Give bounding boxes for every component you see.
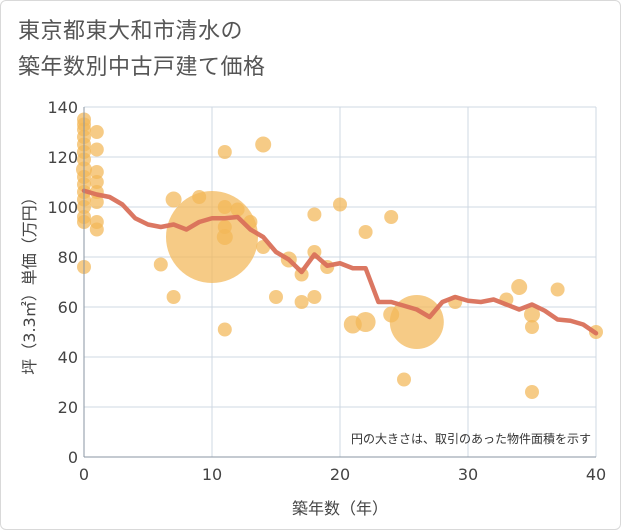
- data-bubble: [217, 200, 232, 214]
- y-tick-label: 140: [47, 98, 78, 117]
- data-bubble: [89, 125, 104, 139]
- y-tick-label: 0: [68, 448, 78, 467]
- axes: 0 20 40 60 80 100 120 140 0 10 20 30 40: [47, 98, 606, 484]
- data-bubble: [216, 229, 233, 245]
- y-tick-label: 120: [47, 148, 78, 167]
- y-axis-label: 坪（3.3㎡）単価（万円）: [20, 189, 39, 374]
- data-bubble: [389, 295, 444, 349]
- x-tick-label: 20: [330, 465, 350, 484]
- data-bubble: [166, 290, 181, 304]
- data-bubble: [165, 191, 182, 208]
- data-bubble: [255, 136, 272, 153]
- data-bubble: [333, 197, 347, 212]
- data-bubble: [89, 175, 104, 189]
- average-price-line: [81, 188, 599, 336]
- x-tick-label: 40: [586, 465, 606, 484]
- data-bubble: [294, 295, 309, 309]
- data-bubble: [269, 290, 283, 304]
- grid: [84, 106, 597, 457]
- x-tick-label: 0: [79, 465, 89, 484]
- data-bubble: [217, 145, 232, 159]
- data-bubble: [89, 142, 104, 157]
- y-tick-label: 100: [47, 198, 78, 217]
- data-bubble: [525, 320, 539, 334]
- chart-title-line-2: 築年数別中古戸建て価格: [18, 55, 266, 80]
- x-tick-label: 30: [458, 465, 478, 484]
- data-bubble: [217, 322, 232, 337]
- y-tick-label: 20: [58, 398, 78, 417]
- data-bubble: [524, 306, 540, 323]
- data-bubble: [89, 165, 104, 179]
- average-line: [81, 188, 599, 336]
- data-bubble: [307, 207, 322, 222]
- data-bubble: [166, 191, 258, 283]
- data-bubble: [355, 312, 376, 332]
- data-bubble: [89, 195, 104, 209]
- y-tick-label: 80: [58, 248, 78, 267]
- y-tick-label: 60: [58, 298, 78, 317]
- data-bubble: [525, 385, 539, 399]
- chart-title: 東京都東大和市清水の 築年数別中古戸建て価格: [18, 14, 266, 86]
- data-bubble: [89, 222, 104, 237]
- data-bubble: [358, 225, 373, 239]
- x-tick-label: 10: [202, 465, 222, 484]
- y-tick-label: 40: [58, 348, 78, 367]
- data-bubble: [384, 210, 399, 224]
- data-bubble: [511, 279, 528, 295]
- data-bubble: [307, 290, 322, 304]
- chart-title-line-1: 東京都東大和市清水の: [18, 19, 244, 44]
- data-bubble: [550, 282, 565, 297]
- data-bubble: [230, 202, 245, 217]
- x-axis-label: 築年数（年）: [292, 499, 388, 518]
- bubble-size-note: 円の大きさは、取引のあった物件面積を示す: [351, 431, 591, 446]
- data-bubble: [153, 257, 168, 272]
- data-bubble: [397, 372, 411, 387]
